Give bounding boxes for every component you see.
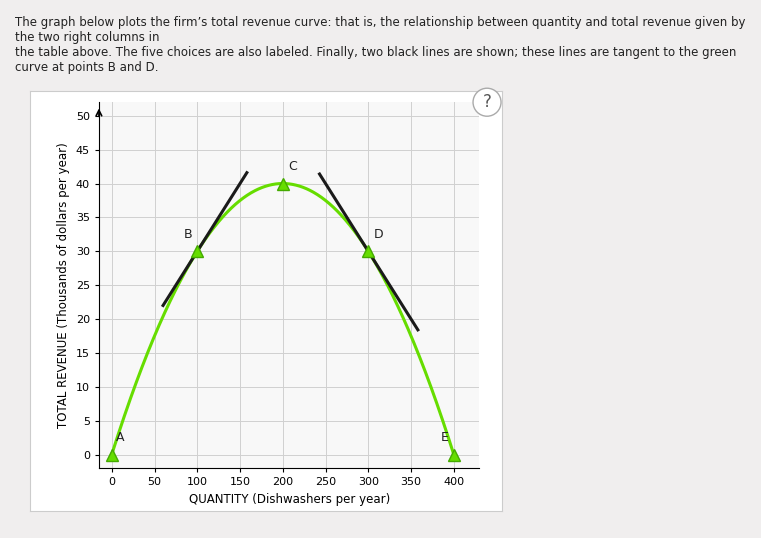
Text: B: B <box>183 228 192 241</box>
Text: C: C <box>288 160 297 173</box>
Text: ?: ? <box>482 93 492 111</box>
X-axis label: QUANTITY (Dishwashers per year): QUANTITY (Dishwashers per year) <box>189 493 390 506</box>
Text: D: D <box>374 228 383 241</box>
Y-axis label: TOTAL REVENUE (Thousands of dollars per year): TOTAL REVENUE (Thousands of dollars per … <box>57 142 70 428</box>
Text: A: A <box>116 431 125 444</box>
Text: The graph below plots the firm’s total revenue curve: that is, the relationship : The graph below plots the firm’s total r… <box>15 16 746 74</box>
Text: E: E <box>441 431 449 444</box>
